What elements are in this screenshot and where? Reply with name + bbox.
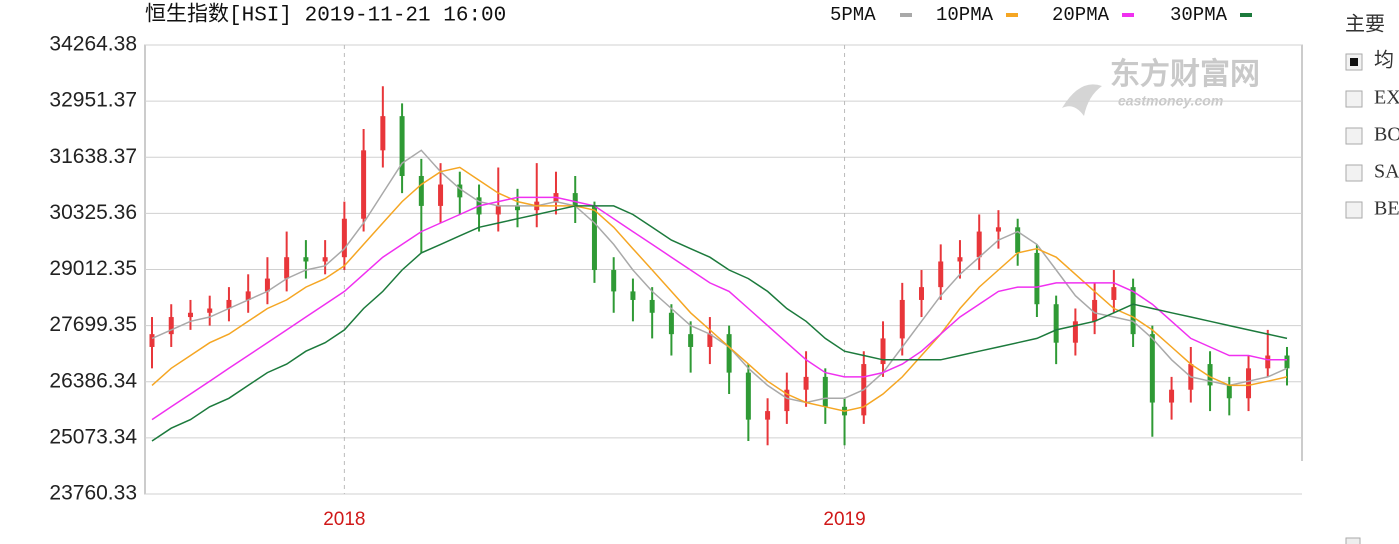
y-tick-label: 31638.37 — [49, 145, 137, 168]
candle-body — [380, 116, 386, 151]
candle-body — [168, 317, 174, 335]
candle-body — [880, 338, 886, 365]
candle-body — [591, 205, 597, 271]
checkbox[interactable] — [1345, 537, 1361, 544]
candle-body — [515, 205, 521, 211]
ma-line — [151, 205, 1288, 442]
candle-body — [765, 411, 771, 420]
candle-body — [264, 278, 270, 292]
candle-body — [1265, 355, 1271, 369]
candle-body — [322, 257, 328, 262]
legend: 5PMA 10PMA 20PMA 30PMA — [830, 4, 1252, 26]
candle-body — [284, 257, 290, 279]
candle-body — [1092, 299, 1098, 322]
checkbox[interactable] — [1345, 164, 1363, 182]
candle-body — [1226, 385, 1232, 399]
candle-body — [399, 116, 405, 176]
candle-body — [1149, 334, 1155, 403]
x-tick-label: 2019 — [823, 509, 865, 530]
candle-body — [803, 376, 809, 390]
legend-label: 5PMA — [830, 4, 876, 26]
ma-line — [151, 166, 1288, 412]
candle-body — [822, 376, 828, 407]
candle-body — [784, 389, 790, 412]
option-label: BE — [1374, 198, 1399, 220]
legend-swatch — [1240, 13, 1252, 17]
candle-body — [1246, 368, 1252, 399]
y-tick-label: 23760.33 — [49, 482, 137, 505]
candle-body — [649, 299, 655, 313]
ma-line — [151, 196, 1287, 421]
candle-body — [1207, 364, 1213, 386]
candle-body — [899, 299, 905, 339]
candle-body — [1111, 287, 1117, 300]
option-label: EX — [1374, 87, 1399, 109]
watermark-logo — [1062, 84, 1102, 116]
y-tick-label: 34264.38 — [49, 33, 137, 56]
candle-body — [745, 372, 751, 420]
y-tick-label: 25073.34 — [49, 425, 137, 448]
legend-swatch — [1006, 13, 1018, 17]
candle-body — [303, 257, 309, 262]
candle-body — [611, 270, 617, 292]
candle-body — [361, 150, 367, 219]
candle-body — [1034, 252, 1040, 305]
checkbox[interactable] — [1345, 201, 1363, 219]
chart-title: 恒生指数[HSI] 2019-11-21 16:00 — [145, 3, 506, 28]
legend-label: 20PMA — [1052, 4, 1110, 26]
candle-body — [207, 308, 213, 313]
y-tick-label: 32951.37 — [49, 89, 137, 112]
candle-body — [1053, 304, 1059, 343]
candle-body — [976, 231, 982, 258]
candle-body — [226, 299, 232, 309]
panel-title: 主要 — [1345, 12, 1385, 35]
candle-body — [149, 334, 155, 347]
candle-body — [1072, 321, 1078, 343]
watermark-title: 东方财富网 — [1110, 57, 1260, 91]
candle-body — [630, 291, 636, 300]
candle-body — [187, 312, 193, 318]
candle-body — [688, 334, 694, 347]
y-tick-label: 27699.35 — [49, 313, 137, 336]
candle-body — [495, 205, 501, 215]
candle-body — [418, 175, 424, 206]
candle-body — [457, 184, 463, 198]
candle-body — [1015, 227, 1021, 253]
candle-body — [245, 291, 251, 300]
checkbox[interactable] — [1345, 127, 1363, 145]
candle-body — [341, 218, 347, 258]
legend-swatch — [900, 13, 912, 17]
candle-body — [707, 334, 713, 347]
frame-mask — [1166, 461, 1306, 501]
candle-body — [572, 193, 578, 206]
candle-body — [1169, 389, 1175, 403]
legend-label: 30PMA — [1170, 4, 1228, 26]
candle-body — [438, 184, 444, 206]
candle-body — [957, 257, 963, 262]
candle-body — [918, 287, 924, 300]
legend-swatch — [1122, 13, 1134, 17]
candle-body — [1284, 355, 1290, 369]
panel-options: 均 EX BO SA BE — [1345, 49, 1399, 220]
candle-body — [938, 261, 944, 288]
option-label: 均 — [1374, 49, 1394, 72]
ma-line — [151, 149, 1288, 404]
candle-body — [726, 334, 732, 373]
candle-body — [995, 227, 1001, 232]
candle-body — [1130, 287, 1136, 335]
y-tick-label: 30325.36 — [49, 201, 137, 224]
legend-label: 10PMA — [936, 4, 994, 26]
x-tick-label: 2018 — [323, 509, 365, 530]
checkbox-mark — [1350, 58, 1358, 66]
watermark: 东方财富网 eastmoney.com — [1062, 57, 1260, 116]
y-tick-label: 29012.35 — [49, 257, 137, 280]
option-label: SA — [1374, 161, 1399, 183]
checkbox[interactable] — [1345, 90, 1363, 108]
y-tick-label: 26386.34 — [49, 369, 137, 392]
option-label: BO — [1374, 124, 1399, 146]
candle-body — [668, 312, 674, 335]
